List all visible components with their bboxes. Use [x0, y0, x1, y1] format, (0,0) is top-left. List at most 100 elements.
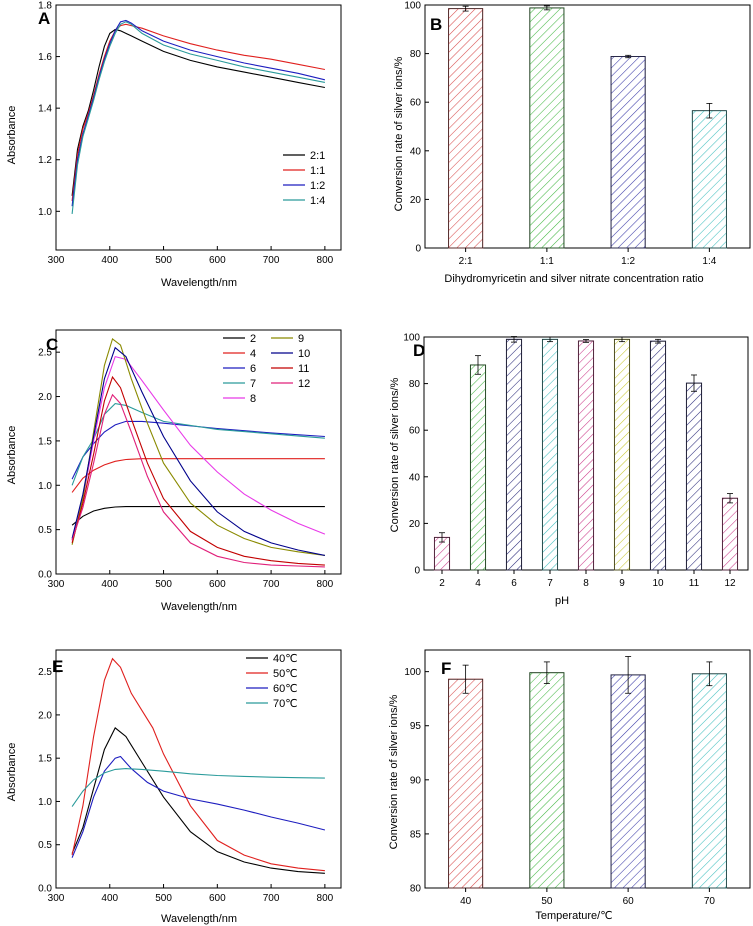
panel-c-legend-label: 11: [298, 363, 309, 375]
panel-c-ytick-label: 0.0: [38, 570, 52, 581]
panel-a-label: A: [38, 9, 50, 28]
panel-b-xtick-label: 1:4: [702, 256, 716, 267]
panel-a-xtick-label: 700: [263, 255, 280, 266]
panel-c: C Wavelength/nm Absorbance 300 400 500 600 7…: [6, 329, 342, 613]
panel-c-series-7: [71, 403, 325, 486]
panel-d-ytick-label: 100: [403, 333, 420, 344]
panel-d-ytick-label: 40: [409, 472, 421, 483]
panel-f-bar: [529, 672, 565, 889]
panel-d-xtick-label: 9: [619, 578, 625, 589]
panel-f-bar: [610, 674, 646, 889]
panel-c-xtick-label: 500: [155, 579, 172, 590]
panel-b-label: B: [430, 15, 442, 34]
panel-c-ytick-label: 2.5: [38, 348, 52, 359]
panel-a: A Wavelength/nm Absorbance 300 400 500 600 7…: [6, 1, 342, 289]
panel-c-series-11: [71, 375, 325, 566]
panel-d-bar: [577, 340, 595, 571]
panel-d-xtick-label: 10: [652, 578, 664, 589]
panel-e-legend-label: 50℃: [273, 668, 298, 680]
panel-e-series-50-: [71, 657, 325, 872]
panel-c-legend-label: 4: [250, 348, 256, 360]
panel-c-series-10: [71, 346, 326, 556]
panel-a-ytick-label: 1.6: [38, 52, 52, 63]
panel-a-xtick-label: 400: [101, 255, 118, 266]
panel-a-ylabel: Absorbance: [6, 106, 18, 165]
panel-d-xtick-label: 11: [689, 578, 700, 589]
panel-b-xtick-label: 1:2: [621, 256, 635, 267]
panel-b-bar: [529, 7, 565, 249]
panel-b-xtick-label: 1:1: [540, 256, 554, 267]
panel-e-legend-label: 70℃: [273, 698, 298, 710]
panel-e-ytick-label: 2.5: [38, 667, 52, 678]
panel-b-xlabel: Dihydromyricetin and silver nitrate conc…: [444, 273, 703, 285]
panel-a-ytick-label: 1.4: [38, 104, 52, 115]
panel-e-xtick-label: 300: [48, 893, 65, 904]
panel-e-label: E: [52, 657, 63, 676]
panel-e-ytick-label: 1.5: [38, 754, 52, 765]
panel-f-frame: [424, 649, 751, 889]
panel-d: D pH Conversion rate of silver ions/% 0 2…: [389, 333, 749, 607]
panel-b-ytick-label: 80: [410, 49, 422, 60]
panel-c-series-2: [71, 506, 325, 526]
panel-b-bar: [610, 56, 646, 249]
panel-a-ytick-label: 1.2: [38, 155, 52, 166]
panel-e-series-70-: [71, 768, 325, 807]
panel-c-series-6: [71, 420, 325, 480]
panel-e-xlabel: Wavelength/nm: [161, 913, 237, 925]
panel-a-ytick-label: 1.8: [38, 1, 52, 12]
panel-e: E Wavelength/nm Absorbance 300 400 500 600 7…: [6, 649, 342, 925]
panel-e-xtick-label: 500: [155, 893, 172, 904]
panel-c-series-4: [71, 458, 325, 493]
panel-c-xtick-label: 300: [48, 579, 65, 590]
panel-e-legend-label: 60℃: [273, 683, 298, 695]
panel-a-legend-label: 1:1: [310, 165, 325, 177]
panel-a-legend-label: 1:4: [310, 195, 325, 207]
panel-d-xtick-label: 8: [583, 578, 589, 589]
panel-c-legend-label: 8: [250, 393, 256, 405]
panel-e-series-60-: [71, 755, 326, 858]
panel-d-bar: [469, 364, 487, 571]
panel-d-ylabel: Conversion rate of silver ions/%: [389, 377, 401, 532]
panel-a-xlabel: Wavelength/nm: [161, 277, 237, 289]
panel-c-xtick-label: 400: [101, 579, 118, 590]
panel-c-series-9: [71, 337, 325, 556]
panel-c-legend-label: 9: [298, 333, 304, 345]
panel-b-xtick-label: 2:1: [459, 256, 473, 267]
panel-a-series-1-4: [71, 21, 326, 214]
panel-a-series-2-1: [71, 28, 326, 196]
panel-b-frame: [424, 4, 751, 249]
panel-a-legend-label: 1:2: [310, 180, 325, 192]
panel-e-ytick-label: 1.0: [38, 797, 52, 808]
panel-a-legend-label: 2:1: [310, 150, 325, 162]
panel-a-frame: [55, 4, 342, 251]
panel-f-xlabel: Temperature/℃: [535, 910, 612, 922]
panel-e-xtick-label: 700: [263, 893, 280, 904]
panel-c-legend-label: 12: [298, 378, 310, 390]
panel-e-ytick-label: 0.0: [38, 884, 52, 895]
panel-d-ytick-label: 80: [409, 379, 421, 390]
panel-d-xtick-label: 12: [724, 578, 736, 589]
panel-c-label: C: [46, 335, 58, 354]
panel-d-xlabel: pH: [555, 595, 569, 607]
panel-b: B Dihydromyricetin and silver nitrate co…: [393, 1, 751, 285]
panel-e-legend-label: 40℃: [273, 653, 298, 665]
panel-c-ytick-label: 1.5: [38, 436, 52, 447]
panel-d-bar: [613, 338, 631, 571]
panel-f-bar: [448, 678, 484, 889]
panel-c-xtick-label: 800: [317, 579, 334, 590]
panel-f-ytick-label: 85: [410, 829, 422, 840]
panel-b-ytick-label: 100: [404, 1, 421, 12]
panel-f-ytick-label: 90: [410, 775, 422, 786]
panel-b-ytick-label: 40: [410, 146, 422, 157]
panel-c-frame: [55, 329, 342, 575]
panel-d-xtick-label: 4: [475, 578, 481, 589]
panel-c-legend-label: 2: [250, 333, 256, 345]
panel-c-ytick-label: 1.0: [38, 481, 52, 492]
panel-d-bar: [649, 340, 667, 571]
panel-d-ytick-label: 0: [414, 566, 420, 577]
panel-f-xtick-label: 50: [541, 896, 553, 907]
panel-d-label: D: [413, 341, 425, 360]
panel-d-xtick-label: 7: [547, 578, 553, 589]
panel-e-frame: [55, 649, 342, 889]
